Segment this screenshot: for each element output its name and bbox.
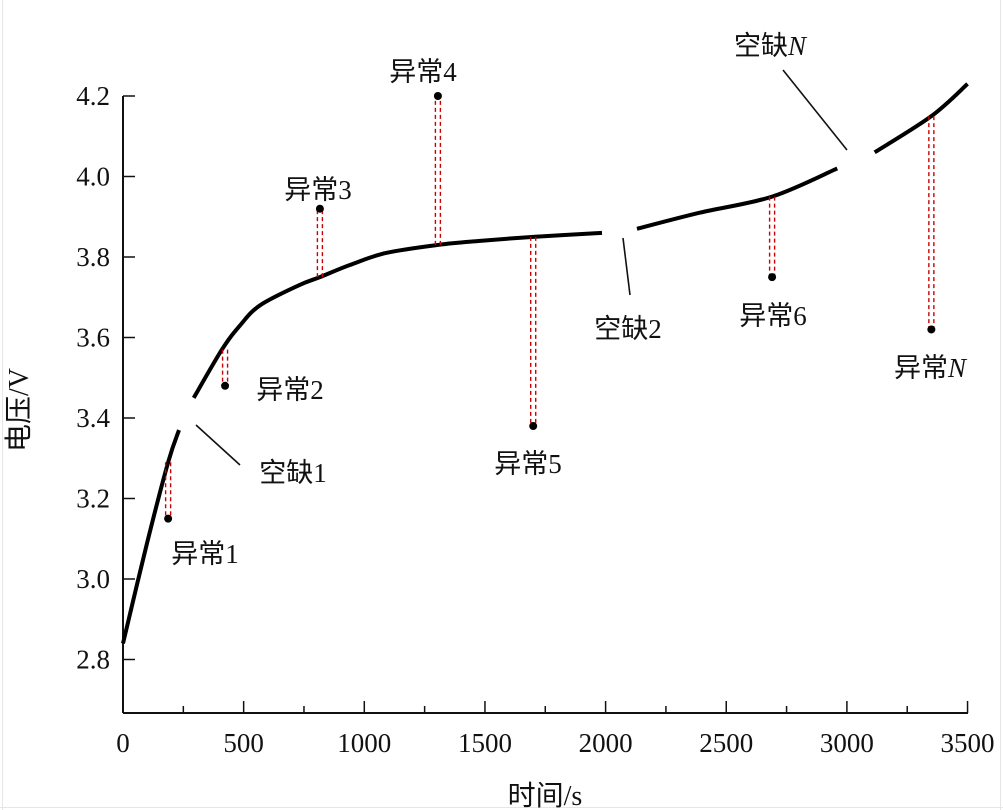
gap-leader-line xyxy=(195,424,241,466)
y-tick-label: 3.2 xyxy=(76,484,110,514)
x-tick-label: 1500 xyxy=(458,728,512,758)
anomaly-label: 异常1 xyxy=(171,539,239,569)
anomaly-label: 异常5 xyxy=(494,449,562,479)
gap-annotations: 空缺1 空缺2 空缺N xyxy=(195,31,848,488)
y-axis-title: 电压/V xyxy=(3,368,35,452)
gap-leader-line xyxy=(782,69,848,151)
anomaly-label: 异常3 xyxy=(284,175,352,205)
y-tick-label: 4.0 xyxy=(76,162,110,192)
image-frame-right xyxy=(1000,0,1001,810)
x-tick-label: 1000 xyxy=(337,728,391,758)
y-axis-ticks: 2.8 3.0 3.2 3.4 3.6 3.8 4.0 4.2 xyxy=(76,81,135,675)
chart-axes xyxy=(122,96,968,714)
x-tick-label: 0 xyxy=(116,728,130,758)
voltage-curve xyxy=(121,82,969,644)
y-tick-label: 3.4 xyxy=(76,403,110,433)
anomaly-label: 异常6 xyxy=(739,301,807,331)
x-tick-label: 2500 xyxy=(699,728,753,758)
y-tick-label: 3.0 xyxy=(76,564,110,594)
image-frame-left xyxy=(2,0,3,810)
curve-segment xyxy=(121,429,181,644)
y-tick-label: 3.8 xyxy=(76,242,110,272)
curve-segment xyxy=(873,82,969,155)
y-tick-label: 3.6 xyxy=(76,323,110,353)
anomaly-point xyxy=(529,422,538,431)
x-tick-label: 3000 xyxy=(820,728,874,758)
anomaly-point xyxy=(927,325,936,334)
gap-leader-line xyxy=(622,237,631,296)
anomaly-point xyxy=(433,92,442,100)
curve-segment xyxy=(191,230,603,399)
gap-label: 空缺1 xyxy=(259,458,327,488)
anomaly-label: 异常2 xyxy=(256,375,324,405)
anomaly-markers: 异常1 异常2 异常3 异常4 异常5 异常6 异常N xyxy=(164,57,968,569)
anomaly-label: 异常N xyxy=(894,353,968,383)
gap-label: 空缺2 xyxy=(594,314,662,344)
anomaly-point xyxy=(768,273,777,282)
x-axis-ticks: 0 500 1000 1500 2000 2500 3000 3500 xyxy=(116,701,995,758)
anomaly-label: 异常4 xyxy=(389,57,457,87)
gap-label: 空缺N xyxy=(734,31,808,61)
image-frame-bottom xyxy=(0,807,1003,808)
x-tick-label: 500 xyxy=(223,728,264,758)
y-tick-label: 4.2 xyxy=(76,81,110,111)
x-tick-label: 3500 xyxy=(941,728,995,758)
anomaly-point xyxy=(221,381,230,390)
y-tick-label: 2.8 xyxy=(76,645,110,675)
anomaly-point xyxy=(164,514,173,523)
x-tick-label: 2000 xyxy=(579,728,633,758)
x-axis-title: 时间/s xyxy=(508,780,583,810)
curve-segment xyxy=(636,166,839,231)
anomaly-point xyxy=(315,204,324,213)
